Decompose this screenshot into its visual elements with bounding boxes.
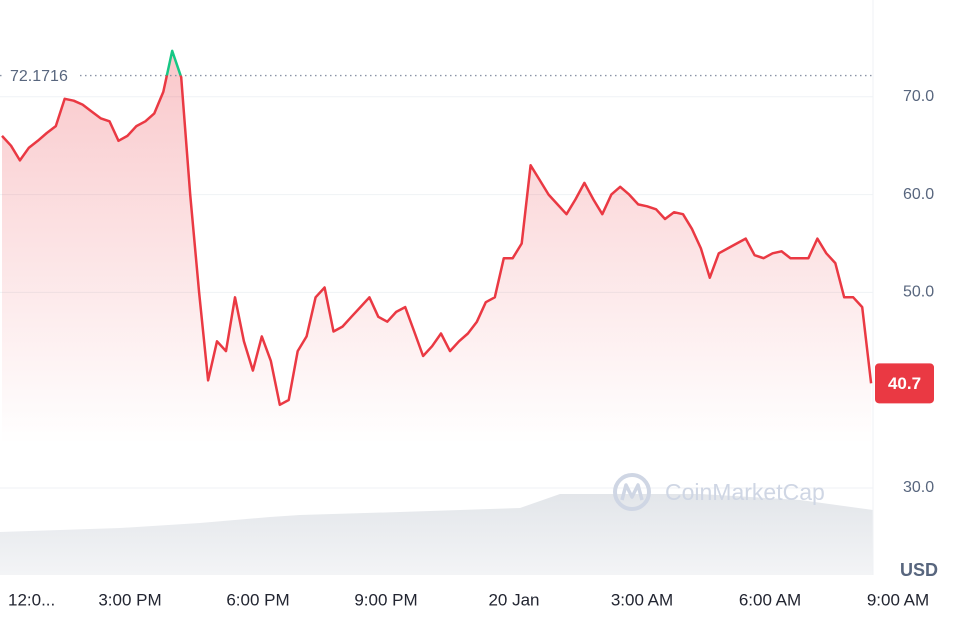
price-line <box>1 49 873 407</box>
price-tag-label: 40.7 <box>888 374 921 393</box>
area-fill <box>2 50 872 575</box>
x-tick-label: 6:00 PM <box>226 590 289 609</box>
y-tick-label: 50.0 <box>903 284 934 301</box>
y-tick-label: 60.0 <box>903 186 934 203</box>
x-tick-label: 3:00 AM <box>611 590 673 609</box>
watermark-text: CoinMarketCap <box>665 479 825 505</box>
watermark: CoinMarketCap <box>613 473 825 511</box>
x-tick-label: 9:00 PM <box>354 590 417 609</box>
price-tag <box>875 363 934 404</box>
x-tick-label: 6:00 AM <box>739 590 801 609</box>
reference-label-bg <box>4 64 80 87</box>
x-tick-label: 9:00 AM <box>867 590 929 609</box>
reference-label: 72.1716 <box>10 68 68 85</box>
x-tick-label: 12:0... <box>8 590 55 609</box>
y-tick-label: 30.0 <box>903 479 934 496</box>
y-axis-label: USD <box>900 560 938 580</box>
x-tick-label: 20 Jan <box>488 590 539 609</box>
x-tick-label: 3:00 PM <box>98 590 161 609</box>
y-tick-label: 70.0 <box>903 88 934 105</box>
